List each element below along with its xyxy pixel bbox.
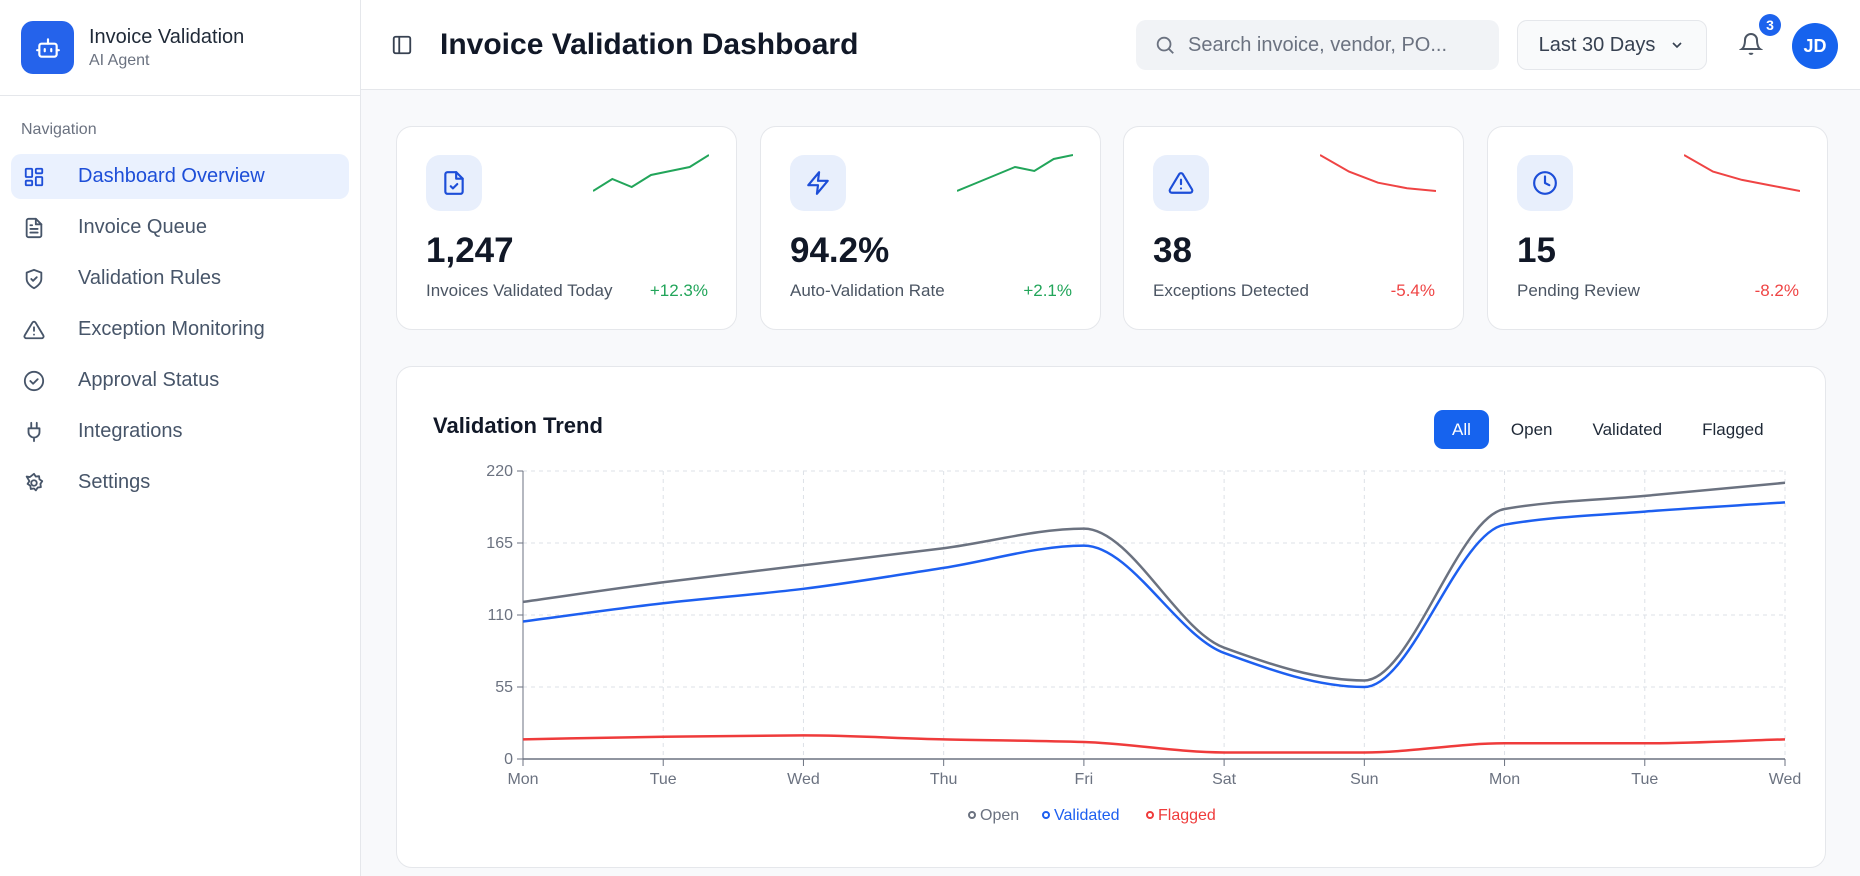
stat-card: 94.2% Auto-Validation Rate +2.1% [760,126,1101,330]
stat-value: 38 [1153,231,1192,270]
date-range-select[interactable]: Last 30 Days [1517,20,1707,70]
x-tick-label: Tue [650,771,677,788]
filter-open[interactable]: Open [1510,419,1553,439]
x-tick-label: Sat [1212,771,1237,788]
x-tick-label: Thu [930,771,958,788]
x-tick-label: Wed [787,771,820,788]
sidebar-item-settings[interactable]: Settings [11,460,349,505]
x-tick-label: Wed [1769,771,1802,788]
bell-icon[interactable] [1738,32,1764,61]
sparkline [1320,154,1436,192]
x-tick-label: Tue [1631,771,1658,788]
stat-value: 1,247 [426,231,514,270]
plug-icon [27,421,41,442]
stat-value: 94.2% [790,231,890,270]
check-circle-icon [23,370,45,391]
sidebar-item-approval-status[interactable]: Approval Status [11,358,349,403]
stat-change: -8.2% [1754,281,1799,300]
search-placeholder: Search invoice, vendor, PO... [1188,33,1448,56]
alert-triangle-icon [1153,155,1209,211]
stat-label: Auto-Validation Rate [790,281,945,300]
search-icon [1156,36,1174,54]
stat-label: Invoices Validated Today [426,281,613,300]
stat-value: 15 [1517,231,1556,270]
x-tick-label: Fri [1075,771,1094,788]
chevron-down-icon [1672,42,1682,49]
brand-subtitle: AI Agent [89,52,150,69]
stat-label: Exceptions Detected [1153,281,1309,300]
nav-section-label: Navigation [21,121,97,138]
stat-change: -5.4% [1390,281,1435,300]
filter-flagged[interactable]: Flagged [1702,419,1764,439]
sparkline [957,154,1073,192]
zap-icon [790,155,846,211]
sidebar-item-exception-monitoring[interactable]: Exception Monitoring [11,307,349,352]
x-tick-label: Sun [1350,771,1378,788]
stat-change: +12.3% [649,281,708,300]
legend-marker-open [968,811,976,819]
file-check-icon [426,155,482,211]
series-line-flagged [522,734,1786,754]
sidebar-item-label: Validation Rules [78,267,222,289]
series-line-open [522,481,1786,682]
chart-filters: All Open Validated Flagged [1434,410,1782,449]
legend-marker-flagged [1146,811,1154,819]
header: Invoice Validation Dashboard Search invo… [361,0,1860,90]
y-tick-label: 0 [504,751,513,768]
layout-grid-icon [24,167,44,186]
sidebar-item-label: Invoice Queue [78,216,207,238]
sidebar-item-invoice-queue[interactable]: Invoice Queue [11,205,349,250]
gear-icon [25,472,44,491]
sparkline [1684,154,1800,192]
stat-card: 15 Pending Review -8.2% [1487,126,1828,330]
sidebar-toggle-icon[interactable] [391,34,413,61]
brand: Invoice Validation AI Agent [0,0,360,96]
legend-label-flagged: Flagged [1158,807,1216,824]
sidebar-item-label: Dashboard Overview [78,165,265,187]
series-line-validated [522,501,1786,689]
clock-icon [1517,155,1573,211]
legend-marker-validated [1042,811,1050,819]
filter-validated[interactable]: Validated [1592,419,1663,439]
chart-title: Validation Trend [433,413,603,438]
y-tick-label: 110 [487,607,513,624]
robot-icon [21,21,74,74]
sidebar-item-integrations[interactable]: Integrations [11,409,349,454]
x-tick-label: Mon [507,771,538,788]
page-title: Invoice Validation Dashboard [440,28,859,61]
shield-check-icon [25,268,43,289]
legend-label-validated: Validated [1054,807,1120,824]
sidebar-item-validation-rules[interactable]: Validation Rules [11,256,349,301]
alert-triangle-icon [23,320,45,339]
notification-badge: 3 [1759,14,1781,36]
filter-all[interactable]: All [1434,410,1489,449]
legend-label-open: Open [980,807,1019,824]
file-text-icon [25,217,43,238]
stat-change: +2.1% [1023,281,1072,300]
brand-title: Invoice Validation [89,26,245,48]
sidebar-item-label: Integrations [78,420,183,442]
sidebar-item-label: Approval Status [78,369,220,391]
validation-trend-card: Validation Trend All Open Validated Flagged [396,366,1826,868]
sidebar-item-label: Exception Monitoring [78,318,265,340]
y-tick-label: 220 [486,463,513,480]
x-tick-label: Mon [1489,771,1520,788]
avatar[interactable]: JD [1792,23,1838,69]
date-range-value: Last 30 Days [1538,33,1656,56]
search-input[interactable]: Search invoice, vendor, PO... [1136,20,1499,70]
sidebar-item-dashboard-overview[interactable]: Dashboard Overview [11,154,349,199]
sidebar: Invoice Validation AI Agent Navigation D… [0,0,361,876]
sparkline [593,154,709,192]
stat-label: Pending Review [1517,281,1640,300]
y-tick-label: 165 [486,535,513,552]
y-tick-label: 55 [495,679,513,696]
sidebar-item-label: Settings [78,471,151,493]
stat-card: 38 Exceptions Detected -5.4% [1123,126,1464,330]
stat-card: 1,247 Invoices Validated Today +12.3% [396,126,737,330]
